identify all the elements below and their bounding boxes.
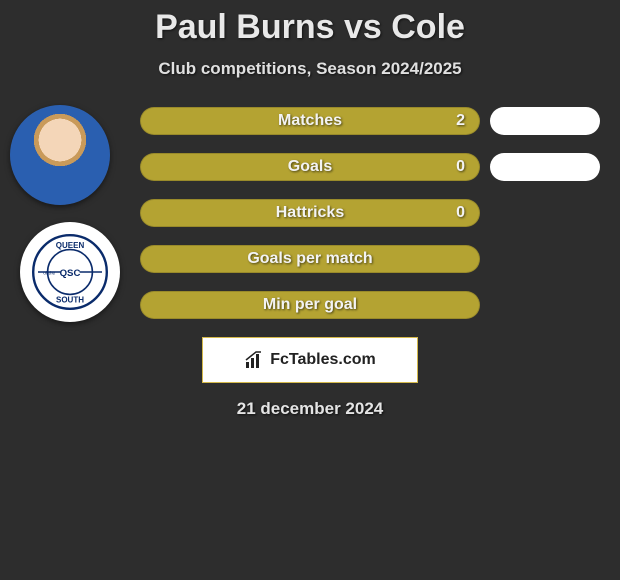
- svg-text:QUEEN: QUEEN: [56, 241, 85, 250]
- stat-bar: Hattricks 0: [140, 199, 480, 227]
- svg-text:QSC: QSC: [60, 268, 81, 279]
- opponent-pill: [490, 107, 600, 135]
- fctables-text: FcTables.com: [270, 351, 376, 369]
- stat-value: 0: [456, 158, 465, 176]
- fctables-badge[interactable]: FcTables.com: [202, 337, 418, 383]
- stat-row: Goals per match: [140, 245, 480, 273]
- chart-icon: [244, 350, 264, 370]
- stat-value: 2: [456, 112, 465, 130]
- stat-label: Matches: [278, 112, 342, 130]
- stat-row: Hattricks 0: [140, 199, 480, 227]
- stat-bar: Matches 2: [140, 107, 480, 135]
- stat-row: Min per goal: [140, 291, 480, 319]
- stat-row: Goals 0: [140, 153, 480, 181]
- stat-bar: Min per goal: [140, 291, 480, 319]
- stat-label: Goals per match: [247, 250, 372, 268]
- svg-text:of the: of the: [43, 270, 55, 276]
- page-title: Paul Burns vs Cole: [0, 0, 620, 47]
- stat-row: Matches 2: [140, 107, 480, 135]
- comparison-content: QUEEN of the SOUTH QSC Matches2Goals0Hat…: [0, 107, 620, 319]
- stat-bar: Goals 0: [140, 153, 480, 181]
- opponent-pill: [490, 153, 600, 181]
- stat-label: Min per goal: [263, 296, 357, 314]
- date-text: 21 december 2024: [0, 399, 620, 419]
- svg-text:SOUTH: SOUTH: [56, 295, 84, 304]
- stat-value: 0: [456, 204, 465, 222]
- stat-bar: Goals per match: [140, 245, 480, 273]
- stat-label: Hattricks: [276, 204, 344, 222]
- stat-bars: Matches 2 Goals 0 Hattricks 0 Goals per match M…: [140, 107, 480, 319]
- player-avatar: [10, 105, 110, 205]
- club-logo: QUEEN of the SOUTH QSC: [20, 222, 120, 322]
- stat-label: Goals: [288, 158, 332, 176]
- subtitle: Club competitions, Season 2024/2025: [0, 59, 620, 79]
